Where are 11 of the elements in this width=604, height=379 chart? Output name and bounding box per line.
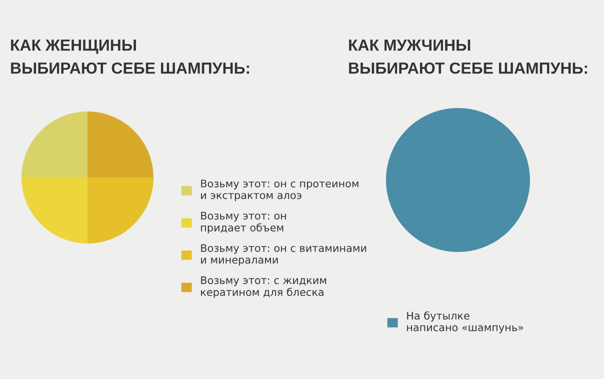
- legend-label: Возьму этот: с жидким кератином для блеска: [201, 276, 326, 298]
- legend-label: Возьму этот: он с витаминами и минералами: [201, 244, 366, 266]
- pie-slice: [88, 178, 154, 244]
- chart-title: КАК МУЖЧИНЫ ВЫБИРАЮТ СЕБЕ ШАМПУНЬ:: [349, 40, 588, 74]
- legend-label: Возьму этот: он придает объем: [201, 212, 286, 234]
- pie-slice: [22, 178, 88, 244]
- legend-label: На бутылке написано «шампунь»: [407, 311, 524, 334]
- legend-label: Возьму этот: он с протеином и экстрактом алоэ: [201, 180, 358, 202]
- pie-slice: [22, 112, 88, 178]
- pie-slice: [88, 112, 154, 178]
- chart-title: КАК ЖЕНЩИНЫ ВЫБИРАЮТ СЕБЕ ШАМПУНЬ:: [11, 40, 250, 74]
